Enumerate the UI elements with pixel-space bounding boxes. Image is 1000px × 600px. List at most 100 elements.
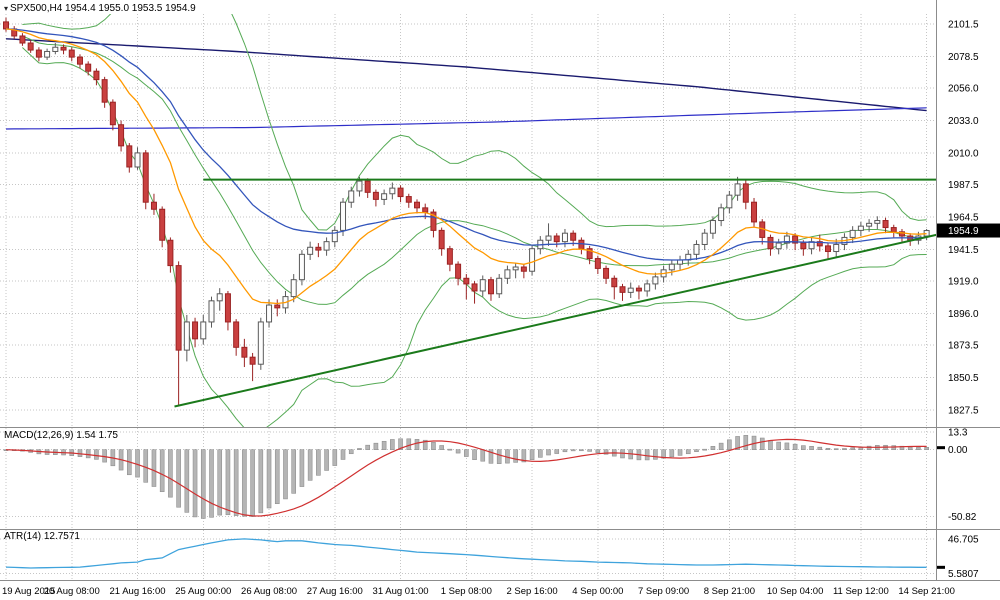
macd-current-marker: [937, 446, 945, 450]
fast-ma-layer: [5, 28, 927, 305]
bull-candle-body: [381, 193, 388, 200]
bull-candle-body: [545, 235, 552, 241]
bear-candle-body: [487, 279, 494, 295]
macd-histogram-bar: [727, 439, 732, 451]
macd-histogram-bar: [250, 449, 255, 517]
macd-histogram-bar: [168, 449, 173, 498]
bear-candle-body: [109, 101, 116, 126]
macd-histogram-bar: [537, 449, 543, 458]
macd-indicator-label: MACD(12,26,9) 1.54 1.75: [4, 430, 118, 441]
time-tick-label: 25 Aug 00:00: [175, 586, 231, 597]
bull-candle-body: [323, 241, 330, 251]
macd-histogram-bar: [801, 445, 806, 451]
macd-histogram-bar: [685, 449, 691, 455]
macd-histogram-bar: [570, 449, 576, 452]
current-price-tag: 1954.9: [937, 223, 1000, 569]
price-tick-label: 1850.5: [948, 373, 979, 384]
macd-histogram-bar: [603, 449, 609, 455]
bear-candle-body: [455, 263, 462, 279]
time-tick-label: 14 Sep 21:00: [898, 586, 955, 597]
bull-candle-body: [709, 220, 716, 234]
bull-candle-body: [866, 222, 873, 227]
macd-histogram-bar: [735, 436, 740, 450]
macd-histogram-bar: [233, 449, 239, 516]
macd-histogram-bar: [710, 446, 716, 450]
macd-histogram-bar: [587, 449, 592, 452]
bear-candle-body: [463, 277, 470, 285]
bear-candle-body: [364, 180, 371, 193]
macd-histogram-bar: [274, 449, 280, 505]
macd-histogram-bar: [159, 449, 165, 493]
macd-histogram-bar: [669, 449, 675, 458]
macd-histogram-bar: [916, 447, 921, 450]
bollinger-upper-line: [22, 14, 927, 231]
bull-candle-body: [775, 242, 782, 250]
bear-candle-body: [414, 201, 420, 209]
macd-signal-line: [5, 438, 927, 517]
macd-histogram-bar: [291, 449, 297, 494]
bear-candle-body: [742, 183, 749, 203]
bull-candle-body: [496, 277, 503, 295]
bear-candle-body: [825, 245, 831, 253]
price-tick-label: 2033.0: [948, 116, 979, 127]
bear-candle-body: [816, 241, 823, 247]
macd-histogram-bar: [192, 449, 198, 518]
macd-histogram-bar: [348, 449, 354, 455]
bull-candle-body: [857, 225, 864, 231]
time-tick-label: 19 Aug 2015: [2, 586, 55, 597]
bear-candle-body: [142, 152, 149, 203]
macd-histogram-bar: [398, 438, 403, 450]
bear-candle-body: [553, 235, 560, 243]
macd-histogram-bar: [480, 449, 486, 462]
time-tick-label: 20 Aug 08:00: [44, 586, 100, 597]
panel-separators: [0, 0, 1000, 581]
sma-navy-line: [5, 38, 927, 112]
bear-candle-body: [792, 235, 799, 244]
macd-histogram-bar: [340, 449, 346, 460]
macd-histogram-bar: [455, 449, 461, 454]
bull-candle-body: [307, 246, 314, 255]
bear-candle-body: [35, 49, 42, 58]
macd-histogram-bar: [406, 438, 412, 450]
price-tick-label: 1919.0: [948, 277, 979, 288]
bull-candle-body: [479, 279, 486, 292]
macd-histogram-bar: [431, 442, 436, 451]
bear-candle-body: [126, 145, 133, 168]
macd-histogram-bar: [299, 449, 305, 487]
macd-histogram-bar: [151, 449, 157, 487]
bull-candle-body: [783, 235, 790, 244]
macd-histogram-bar: [283, 449, 288, 500]
ascending-trendline[interactable]: [174, 233, 938, 408]
bull-candle-body: [668, 263, 675, 271]
bear-candle-body: [372, 191, 379, 200]
macd-histogram-bar: [307, 449, 313, 481]
macd-histogram-bar: [579, 449, 584, 452]
bear-candle-body: [175, 265, 182, 351]
bear-candle-body: [430, 211, 437, 231]
price-tick-label: 2101.5: [948, 20, 979, 31]
macd-histogram-bar: [743, 435, 749, 451]
bull-candle-body: [833, 243, 840, 253]
time-tick-label: 1 Sep 08:00: [441, 586, 492, 597]
chart-symbol-icon: ▾: [4, 4, 9, 13]
bear-candle-body: [159, 208, 166, 241]
atr-current-marker: [937, 565, 945, 569]
price-tick-label: 1987.5: [948, 180, 979, 191]
ema-blue-line: [5, 28, 927, 261]
macd-histogram-bar: [85, 449, 91, 459]
bear-candle-body: [19, 35, 26, 44]
macd-histogram-bar: [496, 449, 502, 464]
macd-histogram-bar: [825, 448, 831, 450]
time-tick-label: 21 Aug 16:00: [110, 586, 166, 597]
macd-histogram-bar: [759, 437, 765, 451]
bear-candle-body: [800, 242, 807, 250]
bull-candle-body: [644, 283, 651, 292]
bull-candle-body: [529, 248, 536, 272]
bear-candle-body: [611, 277, 618, 288]
macd-histogram-bar: [200, 449, 206, 519]
macd-histogram-bar: [694, 449, 699, 452]
macd-histogram-bar: [332, 449, 338, 466]
bear-candle-body: [635, 287, 642, 292]
